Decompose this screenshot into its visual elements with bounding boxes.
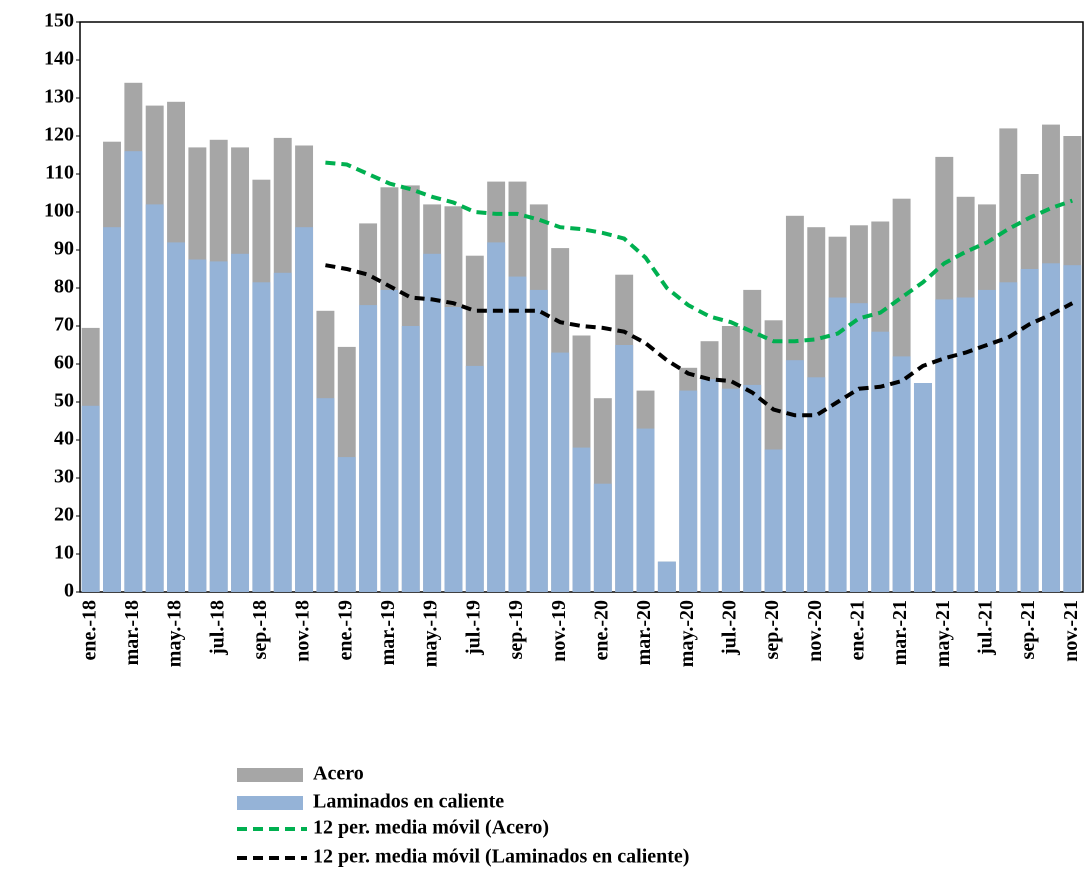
- x-tick-label: may.-18: [164, 600, 186, 667]
- bar: [508, 276, 527, 592]
- bar: [359, 305, 378, 592]
- bar: [807, 377, 826, 592]
- x-tick-label: mar.-18: [121, 600, 143, 665]
- x-tick-label: sep.-19: [505, 600, 527, 659]
- bar: [913, 383, 932, 592]
- bar: [188, 259, 207, 592]
- y-tick-label: 50: [54, 390, 74, 412]
- x-tick-label: ene.-18: [78, 600, 100, 661]
- bar: [1063, 265, 1082, 592]
- x-tick-label: jul.-19: [462, 600, 484, 656]
- y-tick-label: 0: [64, 580, 74, 602]
- bar: [785, 360, 804, 592]
- y-tick-label: 110: [45, 162, 74, 184]
- x-tick-label: nov.-19: [548, 600, 570, 662]
- x-tick-label: ene.-21: [847, 600, 869, 661]
- legend-label: Laminados en caliente: [313, 791, 504, 813]
- bar: [316, 398, 335, 592]
- x-tick-label: ene.-19: [334, 600, 356, 661]
- bar: [167, 242, 185, 592]
- x-tick-label: mar.-19: [377, 600, 399, 665]
- bar: [273, 272, 292, 592]
- bar: [956, 297, 975, 592]
- y-tick-label: 140: [44, 48, 74, 70]
- bar: [593, 483, 612, 592]
- line: [325, 263, 1074, 418]
- bar: [444, 307, 463, 592]
- y-tick-label: 90: [54, 238, 74, 260]
- legend-swatch: [237, 768, 303, 782]
- bar: [828, 297, 847, 592]
- bar: [529, 289, 548, 592]
- bar: [1020, 269, 1039, 592]
- x-tick-label: jul.-21: [975, 600, 997, 656]
- bar: [1042, 263, 1060, 592]
- x-tick-label: nov.-20: [804, 600, 826, 662]
- bar: [380, 289, 399, 592]
- bar: [743, 384, 762, 592]
- x-tick-label: jul.-20: [718, 600, 740, 656]
- bar: [871, 331, 890, 592]
- bar: [295, 227, 314, 592]
- bar: [401, 326, 420, 592]
- bar: [935, 299, 954, 592]
- y-tick-label: 100: [44, 200, 74, 222]
- x-tick-label: mar.-20: [633, 600, 655, 665]
- bar: [487, 242, 506, 592]
- bar: [465, 365, 484, 592]
- bar: [124, 151, 143, 592]
- bar: [81, 405, 100, 592]
- bar: [764, 449, 783, 592]
- y-tick-label: 60: [54, 352, 74, 374]
- y-tick-label: 30: [54, 466, 74, 488]
- bar: [615, 345, 634, 592]
- legend-label: 12 per. media móvil (Acero): [313, 817, 549, 839]
- bar: [679, 390, 698, 592]
- bar: [657, 561, 676, 592]
- bar: [551, 352, 570, 592]
- bar: [999, 282, 1018, 592]
- x-tick-label: sep.-18: [249, 600, 271, 659]
- x-tick-label: may.-20: [676, 600, 698, 667]
- bar: [636, 428, 655, 592]
- x-tick-label: mar.-21: [889, 600, 911, 665]
- x-tick-label: may.-21: [932, 600, 954, 667]
- x-tick-label: sep.-21: [1017, 600, 1039, 659]
- legend-label: 12 per. media móvil (Laminados en calien…: [313, 846, 689, 868]
- bar: [700, 379, 719, 592]
- y-tick-label: 130: [44, 86, 74, 108]
- bar: [978, 289, 996, 592]
- bar: [423, 253, 442, 593]
- y-tick-label: 150: [44, 10, 74, 32]
- x-tick-label: jul.-18: [206, 600, 228, 656]
- y-tick-label: 40: [54, 428, 74, 450]
- bar: [721, 388, 740, 592]
- legend-swatch: [237, 796, 303, 810]
- bar: [145, 204, 164, 592]
- line: [325, 160, 1074, 344]
- bar: [252, 282, 271, 592]
- bar: [572, 447, 591, 592]
- x-tick-label: nov.-21: [1060, 600, 1082, 662]
- x-tick-label: ene.-20: [590, 600, 612, 661]
- y-tick-label: 120: [44, 124, 74, 146]
- bar: [337, 457, 356, 592]
- bar: [849, 303, 868, 592]
- x-tick-label: nov.-18: [292, 600, 314, 662]
- bar: [231, 253, 250, 593]
- bar: [892, 356, 911, 592]
- bar: [103, 227, 121, 592]
- y-tick-label: 10: [54, 542, 74, 564]
- x-tick-label: may.-19: [420, 600, 442, 667]
- x-tick-label: sep.-20: [761, 600, 783, 659]
- legend-label: Acero: [313, 763, 364, 785]
- y-tick-label: 80: [54, 276, 74, 298]
- bar: [209, 261, 228, 592]
- y-tick-label: 70: [54, 314, 74, 336]
- y-tick-label: 20: [54, 504, 74, 526]
